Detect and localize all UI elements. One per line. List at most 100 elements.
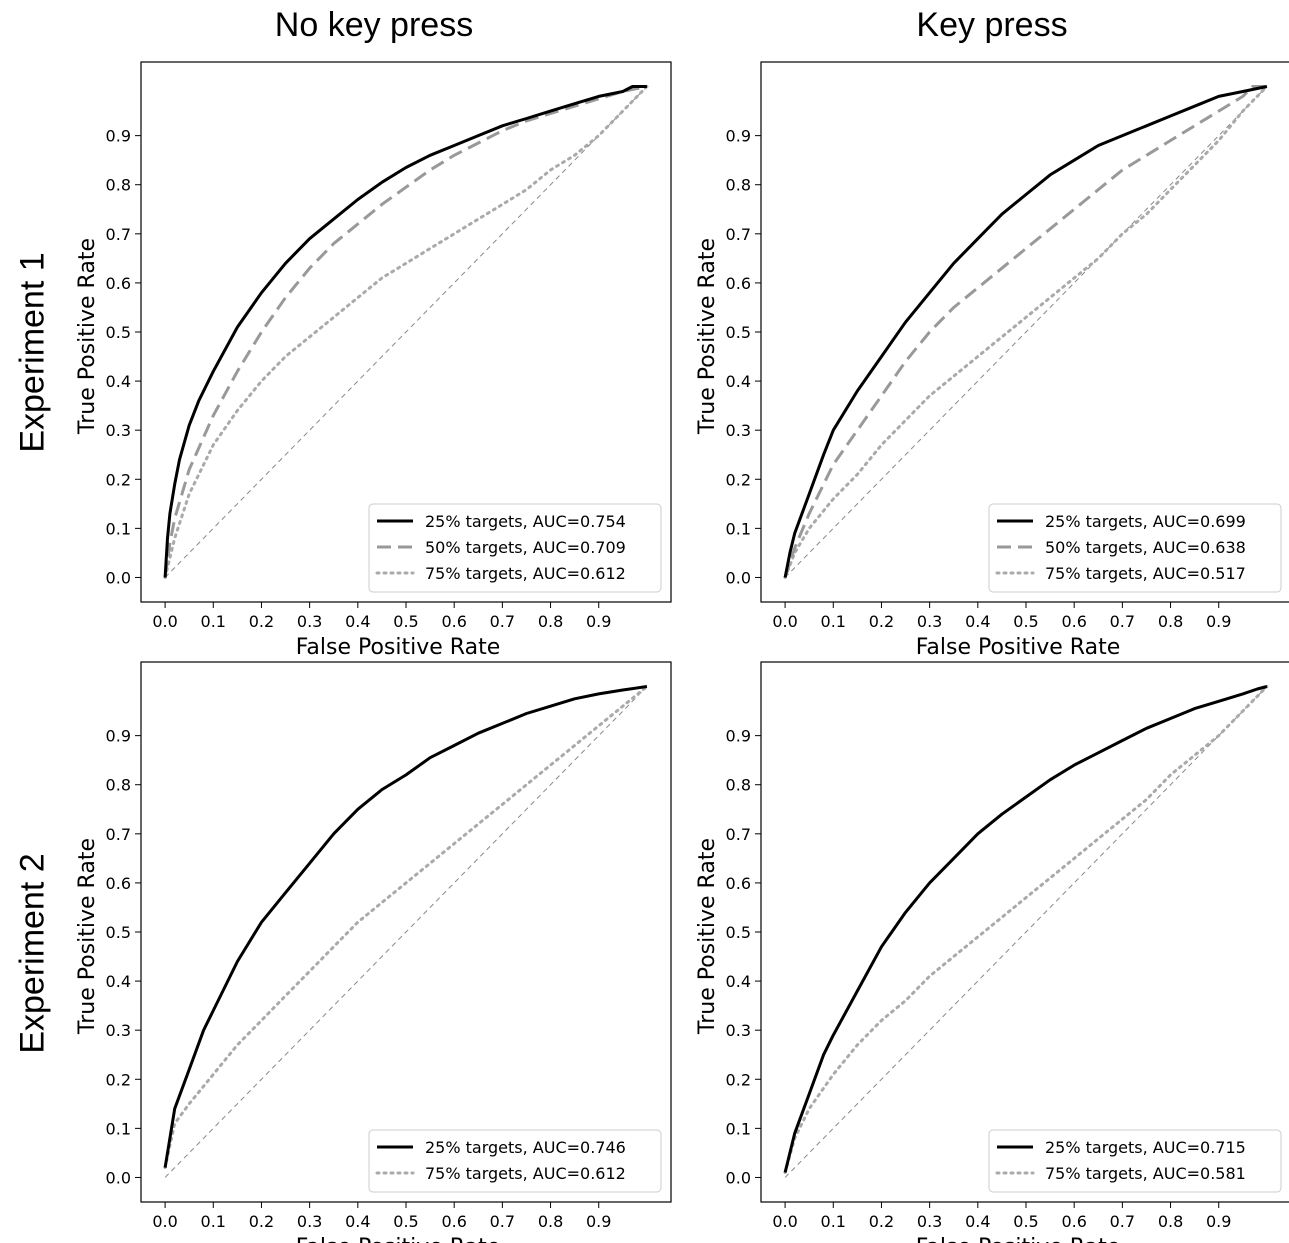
y-tick-label: 0.3 — [106, 421, 131, 440]
chance-diagonal-line — [784, 86, 1268, 578]
x-tick-label: 0.6 — [1061, 612, 1086, 631]
x-tick-label: 0.0 — [152, 1212, 177, 1231]
x-axis-label: False Positive Rate — [916, 635, 1120, 660]
y-tick-label: 0.4 — [726, 372, 751, 391]
x-tick-label: 0.6 — [1061, 1212, 1086, 1231]
x-tick-label: 0.8 — [538, 1212, 563, 1231]
x-tick-label: 0.6 — [441, 612, 466, 631]
x-tick-label: 0.7 — [1110, 1212, 1135, 1231]
roc-series-line-solid — [163, 85, 647, 578]
y-tick-label: 0.7 — [106, 225, 131, 244]
y-tick-label: 0.2 — [106, 470, 131, 489]
y-tick-label: 0.3 — [106, 1021, 131, 1040]
x-tick-label: 0.7 — [490, 1212, 515, 1231]
y-tick-label: 0.0 — [106, 568, 131, 587]
y-tick-label: 0.8 — [726, 176, 751, 195]
x-tick-label: 0.7 — [1110, 612, 1135, 631]
y-tick-label: 0.4 — [106, 372, 131, 391]
legend-entry-label: 25% targets, AUC=0.746 — [425, 1138, 626, 1157]
y-tick-label: 0.1 — [106, 519, 131, 538]
x-tick-label: 0.5 — [1013, 1212, 1038, 1231]
y-tick-label: 0.8 — [106, 176, 131, 195]
x-tick-label: 0.1 — [201, 612, 226, 631]
roc-series-line-dotted — [163, 85, 649, 579]
roc-series-line-dotted — [163, 685, 649, 1170]
x-tick-label: 0.4 — [965, 1212, 990, 1231]
x-tick-label: 0.3 — [917, 612, 942, 631]
y-tick-label: 0.2 — [726, 470, 751, 489]
legend-box — [988, 1129, 1282, 1193]
y-axis-label: True Positive Rate — [75, 238, 100, 435]
legend-entry-label: 75% targets, AUC=0.612 — [425, 564, 626, 583]
x-axis-label: False Positive Rate — [296, 1235, 500, 1243]
roc-series-line-dotted — [783, 85, 1269, 579]
x-tick-label: 0.9 — [586, 612, 611, 631]
x-axis-label: False Positive Rate — [296, 635, 500, 660]
y-tick-label: 0.9 — [106, 727, 131, 746]
y-tick-label: 0.2 — [106, 1070, 131, 1089]
x-tick-label: 0.7 — [490, 612, 515, 631]
legend-entry-label: 75% targets, AUC=0.581 — [1045, 1164, 1246, 1183]
y-tick-label: 0.2 — [726, 1070, 751, 1089]
x-tick-label: 0.1 — [201, 1212, 226, 1231]
x-tick-label: 0.2 — [869, 1212, 894, 1231]
column-title-no-key-press: No key press — [274, 6, 474, 44]
roc-chart-exp1-key-press: 0.0 0.1 0.2 0.3 0.4 0.5 0.6 0.7 0.8 0.9 0.0 0.1 0.2 0… — [695, 61, 1289, 660]
legend-entry-label: 50% targets, AUC=0.709 — [425, 538, 626, 557]
y-axis-label: True Positive Rate — [695, 238, 720, 435]
y-tick-label: 0.8 — [106, 776, 131, 795]
x-tick-label: 0.2 — [869, 612, 894, 631]
y-tick-label: 0.9 — [106, 127, 131, 146]
x-tick-label: 0.9 — [1206, 612, 1231, 631]
legend-entry-label: 75% targets, AUC=0.517 — [1045, 564, 1246, 583]
y-tick-label: 0.9 — [726, 127, 751, 146]
y-tick-label: 0.0 — [726, 568, 751, 587]
y-tick-label: 0.0 — [106, 1168, 131, 1187]
y-tick-label: 0.1 — [106, 1119, 131, 1138]
x-tick-label: 0.4 — [345, 612, 370, 631]
legend-box — [368, 503, 662, 593]
y-tick-label: 0.6 — [106, 874, 131, 893]
roc-chart-exp2-key-press: 0.0 0.1 0.2 0.3 0.4 0.5 0.6 0.7 0.8 0.9 0.0 0.1 0.2 0… — [695, 661, 1289, 1243]
y-axis-label: True Positive Rate — [695, 838, 720, 1035]
y-tick-label: 0.5 — [726, 323, 751, 342]
y-tick-label: 0.9 — [726, 727, 751, 746]
x-tick-label: 0.9 — [586, 1212, 611, 1231]
legend-entry-label: 50% targets, AUC=0.638 — [1045, 538, 1246, 557]
x-tick-label: 0.3 — [917, 1212, 942, 1231]
y-tick-label: 0.5 — [106, 923, 131, 942]
roc-series-line-dashed — [783, 85, 1267, 578]
plot-frame — [760, 661, 1289, 1203]
y-tick-label: 0.7 — [106, 825, 131, 844]
y-tick-label: 0.4 — [726, 972, 751, 991]
legend-entry-label: 25% targets, AUC=0.754 — [425, 512, 626, 531]
x-tick-label: 0.1 — [821, 612, 846, 631]
y-tick-label: 0.1 — [726, 1119, 751, 1138]
y-tick-label: 0.6 — [726, 874, 751, 893]
x-tick-label: 0.6 — [441, 1212, 466, 1231]
y-axis-label: True Positive Rate — [75, 838, 100, 1035]
x-tick-label: 0.0 — [772, 612, 797, 631]
chance-diagonal-line — [784, 686, 1268, 1178]
roc-series-line-solid — [783, 85, 1268, 578]
x-tick-label: 0.9 — [1206, 1212, 1231, 1231]
roc-series-line-dotted — [783, 685, 1269, 1174]
chance-diagonal-line — [164, 86, 648, 578]
y-tick-label: 0.1 — [726, 519, 751, 538]
x-tick-label: 0.2 — [249, 612, 274, 631]
x-tick-label: 0.0 — [772, 1212, 797, 1231]
y-tick-label: 0.0 — [726, 1168, 751, 1187]
y-tick-label: 0.3 — [726, 1021, 751, 1040]
roc-chart-exp2-no-key-press: 0.0 0.1 0.2 0.3 0.4 0.5 0.6 0.7 0.8 0.9 0.0 0.1 0.2 0… — [75, 661, 672, 1243]
legend-box — [988, 503, 1282, 593]
column-title-key-press: Key press — [916, 6, 1068, 44]
x-tick-label: 0.0 — [152, 612, 177, 631]
x-tick-label: 0.2 — [249, 1212, 274, 1231]
x-tick-label: 0.8 — [1158, 1212, 1183, 1231]
y-tick-label: 0.6 — [106, 274, 131, 293]
y-tick-label: 0.6 — [726, 274, 751, 293]
x-tick-label: 0.1 — [821, 1212, 846, 1231]
x-tick-label: 0.8 — [1158, 612, 1183, 631]
x-tick-label: 0.5 — [393, 612, 418, 631]
x-tick-label: 0.5 — [393, 1212, 418, 1231]
